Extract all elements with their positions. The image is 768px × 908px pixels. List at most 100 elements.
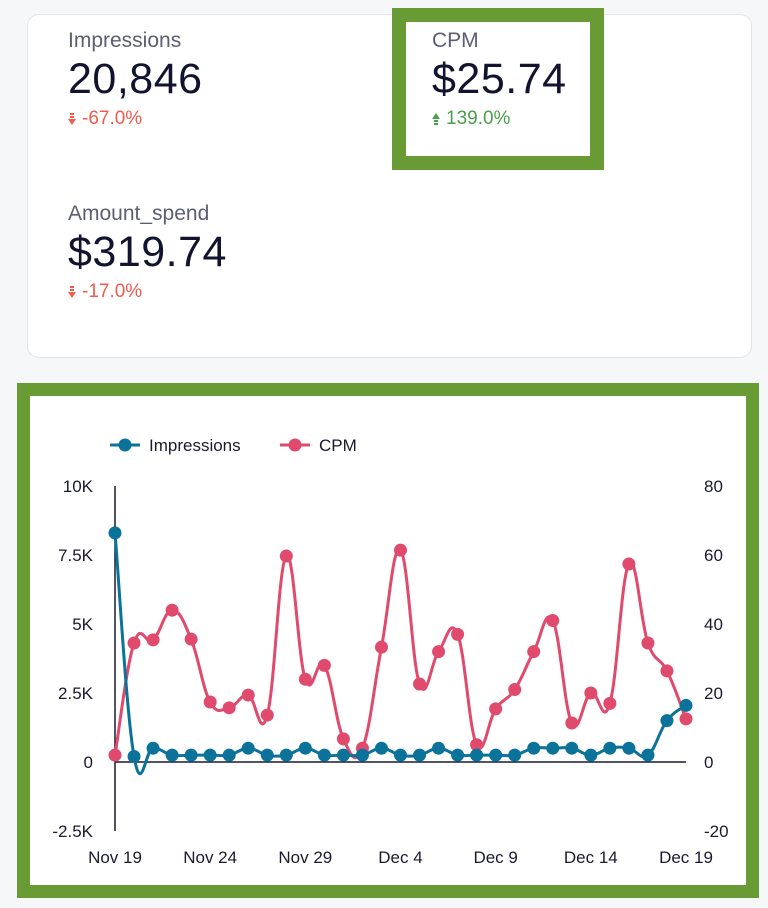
data-point-cpm [660, 664, 674, 678]
metric-delta: 139.0% [432, 108, 567, 130]
legend-label-cpm: CPM [319, 436, 357, 455]
data-point-impressions [184, 748, 198, 762]
x-axis-tick-label: Nov 24 [183, 848, 237, 867]
metric-delta: -17.0% [68, 281, 227, 303]
data-point-impressions [374, 741, 388, 755]
data-point-impressions [432, 741, 446, 755]
arrow-down-icon [68, 113, 76, 125]
data-point-impressions [241, 741, 255, 755]
x-axis-tick-label: Dec 14 [564, 848, 618, 867]
metric-label: CPM [432, 29, 479, 52]
data-point-cpm [584, 686, 598, 700]
legend-marker-cpm [288, 438, 302, 452]
data-point-impressions [603, 741, 617, 755]
scorecard-amount-spend: Amount_spend $319.74 -17.0% [68, 202, 227, 303]
x-axis-tick-label: Dec 4 [378, 848, 422, 867]
arrow-up-icon [432, 113, 440, 125]
data-point-cpm [317, 658, 331, 672]
delta-value: -67.0% [82, 108, 143, 129]
data-point-cpm [336, 732, 350, 746]
line-chart: -2.5K 0 2.5K 5K 7.5K 10K -20 0 20 40 60 80 Nov 19 Nov… [52, 436, 728, 867]
right-axis-tick-label: 60 [704, 546, 723, 565]
metric-label: Amount_spend [68, 202, 210, 225]
data-point-cpm [203, 695, 217, 709]
metric-value: $25.74 [432, 55, 567, 103]
metric-delta: -67.0% [68, 108, 203, 130]
x-axis-tick-label: Dec 19 [659, 848, 713, 867]
data-point-impressions [546, 741, 560, 755]
data-point-impressions [165, 748, 179, 762]
data-point-impressions [660, 714, 674, 728]
x-axis-tick-label: Nov 19 [88, 848, 142, 867]
left-axis-tick-label: 2.5K [58, 684, 94, 703]
data-point-cpm [527, 645, 541, 659]
legend-marker-impressions [118, 438, 132, 452]
data-point-cpm [432, 645, 446, 659]
data-point-impressions [641, 748, 655, 762]
data-point-impressions [451, 748, 465, 762]
data-point-cpm [413, 677, 427, 691]
data-point-cpm [451, 627, 465, 641]
left-axis-tick-label: 5K [72, 615, 93, 634]
arrow-down-icon [68, 286, 76, 298]
data-point-cpm [127, 636, 141, 650]
x-axis-tick-label: Dec 9 [473, 848, 517, 867]
series-line-impressions [113, 532, 687, 776]
data-point-cpm [546, 614, 560, 628]
data-point-impressions [355, 748, 369, 762]
right-axis-tick-label: 0 [704, 753, 713, 772]
data-point-cpm [298, 672, 312, 686]
data-point-cpm [260, 708, 274, 722]
left-axis-tick-label: 7.5K [58, 546, 94, 565]
metric-label: Impressions [68, 29, 182, 52]
scorecard-impressions: Impressions 20,846 -67.0% [68, 29, 203, 130]
data-point-impressions [470, 748, 484, 762]
left-axis-tick-label: 0 [84, 753, 93, 772]
data-point-cpm [622, 557, 636, 571]
data-point-impressions [527, 741, 541, 755]
right-axis-tick-label: 20 [704, 684, 723, 703]
data-point-cpm [146, 633, 160, 647]
data-point-impressions [222, 748, 236, 762]
data-point-impressions [508, 748, 522, 762]
chart-frame: -2.5K 0 2.5K 5K 7.5K 10K -20 0 20 40 60 80 Nov 19 Nov… [17, 383, 759, 898]
series-line-cpm [113, 548, 688, 760]
data-point-cpm [470, 738, 484, 752]
data-point-cpm [374, 640, 388, 654]
data-point-impressions [317, 748, 331, 762]
data-point-impressions [108, 526, 122, 540]
data-point-cpm [565, 716, 579, 730]
data-point-cpm [222, 701, 236, 715]
data-point-impressions [584, 748, 598, 762]
data-point-cpm [165, 603, 179, 617]
data-point-impressions [413, 748, 427, 762]
data-point-impressions [127, 749, 141, 763]
scorecard-panel: Impressions 20,846 -67.0% CPM $25.74 139… [27, 14, 752, 358]
data-point-cpm [641, 636, 655, 650]
delta-value: -17.0% [82, 281, 143, 302]
data-point-impressions [336, 748, 350, 762]
data-point-impressions [298, 741, 312, 755]
right-axis-tick-label: 80 [704, 477, 723, 496]
data-point-impressions [260, 748, 274, 762]
data-point-cpm [508, 683, 522, 697]
data-point-impressions [679, 698, 693, 712]
data-point-cpm [489, 702, 503, 716]
data-point-impressions [565, 741, 579, 755]
scorecard-cpm: CPM $25.74 139.0% [432, 29, 567, 130]
data-point-impressions [394, 748, 407, 762]
right-axis-tick-label: 40 [704, 615, 723, 634]
data-point-cpm [394, 543, 407, 557]
data-point-cpm [679, 712, 693, 726]
data-point-impressions [279, 748, 293, 762]
data-point-cpm [241, 688, 255, 702]
data-point-cpm [184, 632, 198, 646]
metric-value: $319.74 [68, 228, 227, 276]
metric-value: 20,846 [68, 55, 203, 103]
legend-label-impressions: Impressions [149, 436, 241, 455]
data-point-impressions [622, 741, 636, 755]
left-axis-tick-label: -2.5K [52, 822, 93, 841]
data-point-cpm [279, 549, 293, 563]
x-axis-tick-label: Nov 29 [278, 848, 332, 867]
delta-value: 139.0% [446, 108, 511, 129]
